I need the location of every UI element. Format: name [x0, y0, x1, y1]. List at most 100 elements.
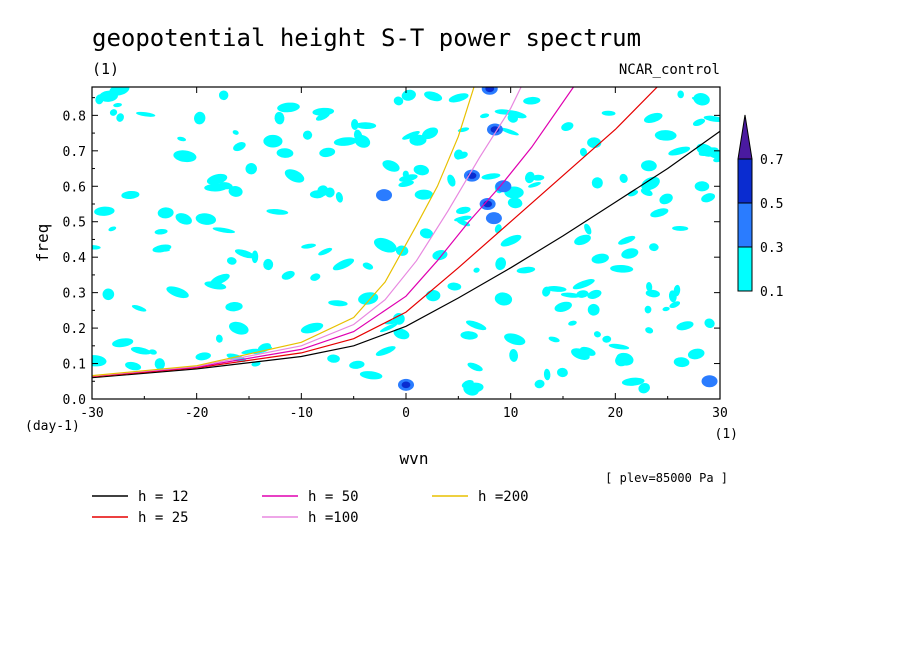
power-patch — [277, 102, 300, 113]
power-patch — [375, 346, 396, 356]
colorbar-label: 0.1 — [760, 285, 783, 300]
power-patch — [373, 237, 397, 253]
power-patch — [332, 258, 355, 271]
power-patch — [402, 130, 420, 140]
x-tick-label: -30 — [80, 406, 103, 421]
power-patch — [195, 352, 211, 361]
power-patch — [362, 262, 374, 270]
power-patch — [500, 127, 519, 136]
power-patch — [673, 357, 690, 368]
power-patch — [263, 258, 274, 271]
power-region — [485, 212, 502, 225]
power-patch — [353, 129, 363, 142]
power-patch — [669, 301, 681, 309]
power-patch — [677, 90, 684, 99]
power-patch — [392, 313, 405, 325]
legend-label: h = 50 — [308, 489, 359, 505]
power-patch — [263, 134, 283, 148]
power-patch — [333, 137, 358, 146]
power-patch — [447, 282, 462, 291]
power-patch — [319, 147, 336, 158]
dispersion-curve — [92, 87, 574, 377]
legend-label: h =200 — [478, 489, 529, 505]
power-patch — [572, 279, 595, 290]
power-patch — [94, 206, 115, 216]
y-tick-label: 0.7 — [63, 145, 86, 160]
y-tick-label: 0.6 — [63, 180, 86, 195]
legend: h = 12 h = 25 h = 50 h =100 h =200 — [92, 489, 529, 526]
power-patch — [480, 113, 490, 119]
power-patch — [325, 187, 335, 198]
power-patch — [591, 253, 609, 264]
power-patch — [204, 183, 227, 192]
power-patch — [398, 180, 414, 187]
power-region — [485, 87, 495, 93]
power-patch — [136, 111, 156, 117]
power-patch — [359, 371, 383, 380]
power-patch — [548, 336, 560, 343]
power-patch — [460, 331, 478, 340]
power-patch — [234, 249, 255, 259]
power-patch — [251, 250, 259, 264]
power-patch — [494, 292, 513, 306]
power-patch — [225, 301, 243, 312]
power-patch — [650, 208, 669, 218]
power-patch — [659, 193, 673, 205]
power-patch — [166, 286, 189, 299]
power-patch — [467, 362, 483, 372]
power-patch — [425, 289, 441, 302]
power-patch — [504, 110, 527, 119]
power-patch — [672, 225, 689, 231]
power-patch — [638, 382, 650, 394]
power-patch — [210, 273, 230, 286]
power-patch — [618, 235, 636, 245]
power-patch — [673, 284, 681, 297]
power-patch — [534, 379, 545, 389]
power-patch — [495, 257, 506, 271]
colorbar-label: 0.7 — [760, 153, 783, 168]
power-patch — [576, 290, 589, 298]
power-patch — [587, 303, 600, 316]
colorbar-label: 0.5 — [760, 197, 783, 212]
power-patch — [130, 346, 151, 355]
power-patch — [424, 91, 443, 102]
chart-subtitle-left: (1) — [92, 60, 119, 78]
power-patch — [554, 301, 572, 312]
colorbar: 0.1 0.3 0.5 0.7 — [737, 114, 783, 300]
power-patch — [302, 130, 313, 140]
power-patch — [649, 243, 659, 252]
y-tick-label: 0.4 — [63, 251, 87, 266]
power-patch — [676, 321, 694, 331]
power-patch — [195, 213, 217, 225]
power-patch — [698, 147, 719, 157]
x-unit-label: (1) — [715, 427, 738, 442]
power-patch — [694, 181, 710, 192]
y-unit-label: (day-1) — [25, 419, 80, 434]
power-patch — [546, 285, 567, 292]
power-patch — [393, 328, 410, 340]
power-patch — [691, 96, 709, 104]
power-patch — [641, 176, 660, 191]
power-patch — [327, 354, 340, 363]
power-patch — [524, 171, 535, 184]
colorbar-label: 0.3 — [760, 241, 783, 256]
power-patch — [131, 304, 147, 312]
power-patch — [125, 361, 142, 371]
power-patch — [560, 292, 581, 298]
y-tick-label: 0.3 — [63, 287, 86, 302]
power-patch — [228, 185, 243, 197]
power-patch — [218, 90, 229, 101]
power-patch — [610, 265, 634, 273]
power-patch — [276, 148, 294, 158]
power-patch — [509, 349, 519, 362]
power-patch — [355, 122, 377, 129]
power-patch — [507, 197, 523, 209]
dispersion-curve — [92, 130, 720, 379]
power-patch — [241, 348, 260, 354]
power-patch — [542, 286, 551, 297]
power-patch — [379, 323, 398, 333]
power-patch — [557, 367, 568, 378]
colorbar-extend-triangle — [737, 114, 753, 160]
power-patch — [349, 360, 365, 369]
power-patch — [608, 343, 630, 350]
